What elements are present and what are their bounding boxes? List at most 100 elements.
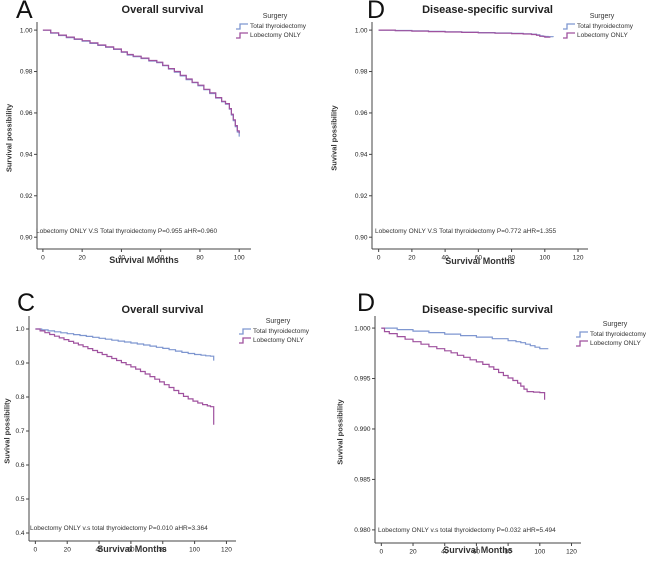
y-tick-label: 0.96 [355,110,368,117]
survival-curve-lobectomy-only [42,29,240,134]
y-tick-label: 1.00 [355,27,368,34]
y-tick-label: 0.7 [15,428,24,435]
y-axis-label: Survival possibility [4,103,14,173]
survival-curve-total-thyroidectomy [42,29,240,137]
panel-disease-specific-survival-bottom: D Disease-specific survival 1.000 0.995 0.… [325,285,650,569]
y-tick-label: 0.90 [355,234,368,241]
y-tick-label: 1.00 [20,27,33,34]
y-tick-label: 1.000 [354,325,371,332]
chart-title: Disease-specific survival [422,304,553,316]
y-axis-label: Suvival possibility [329,105,339,171]
y-tick-label: 0.980 [354,527,371,534]
legend: Surgery Total thyroidectomy Lobectomy ON… [575,321,650,348]
x-tick-label: 20 [409,549,417,556]
y-tick-label: 0.5 [15,496,24,503]
legend-title: Surgery [602,321,628,328]
x-tick-label: 60 [473,549,481,556]
x-tick-label: 100 [189,547,200,554]
legend-title: Surgery [589,13,615,20]
survival-curve-lobectomy-only [35,328,215,425]
panel-letter: D [367,0,386,24]
legend-entry-label: Lobectomy ONLY [590,340,641,347]
x-axis-label: Survival Months [97,544,167,554]
stats-annotation: Lobectomy ONLY v.s total thyroidectomy P… [30,525,208,532]
x-tick-label: 40 [118,255,126,262]
legend-entry-lobectomy-only: Lobectomy ONLY [562,31,650,40]
survival-plot: 1.0 0.9 0.8 0.7 0.6 0.5 0.4 0 20 40 60 80 100 120 [15,316,236,554]
panel-overall-survival-a: A Overall survival 1.00 0.98 0.96 0.94 0.92 0… [0,0,325,284]
panel-disease-specific-survival-top: D Disease-specific survival 1.00 0.98 0.96… [325,0,650,284]
step-line-icon [576,331,588,338]
x-tick-label: 0 [380,549,384,556]
panel-letter: A [16,0,33,24]
stats-annotation: Lobectomy ONLY V.S Total thyroidectomy P… [375,228,557,235]
legend-entry-label: Total thyroidectomy [590,331,646,338]
y-tick-label: 0.96 [20,110,33,117]
y-tick-label: 0.985 [354,477,371,484]
legend-entry-total-thyroidectomy: Total thyroidectomy [238,327,328,336]
x-tick-label: 40 [441,255,449,262]
y-tick-label: 0.9 [15,360,24,367]
y-tick-label: 0.4 [15,530,24,537]
x-tick-label: 20 [408,255,416,262]
step-line-icon [576,340,588,347]
legend: Surgery Total thyroidectomy Lobectomy ON… [238,318,328,345]
step-line-icon [239,337,251,344]
survival-curve-lobectomy-only [381,327,546,400]
y-tick-label: 0.8 [15,394,24,401]
survival-curve-lobectomy-only [378,29,551,38]
x-tick-label: 20 [79,255,87,262]
y-tick-label: 0.990 [354,426,371,433]
legend-entry-label: Lobectomy ONLY [250,32,301,39]
panel-letter: C [17,289,36,317]
legend-entry-label: Lobectomy ONLY [253,337,304,344]
x-tick-label: 80 [508,255,516,262]
x-tick-label: 0 [34,547,38,554]
x-tick-label: 80 [196,255,204,262]
legend-entry-lobectomy-only: Lobectomy ONLY [238,336,328,345]
y-tick-label: 0.94 [20,152,33,159]
legend-entry-total-thyroidectomy: Total thyroidectomy [575,330,650,339]
step-line-icon [236,23,248,30]
panel-overall-survival-c: C Overall survival 1.0 0.9 0.8 0.7 0.6 0.5 0.4… [0,285,325,569]
x-tick-label: 40 [441,549,449,556]
legend-entry-label: Total thyroidectomy [577,23,633,30]
x-tick-label: 120 [566,549,577,556]
x-tick-label: 60 [127,547,135,554]
y-tick-label: 0.92 [355,193,368,200]
y-tick-label: 0.94 [355,152,368,159]
y-axis-label: Suvival possibility [2,398,12,464]
legend-entry-total-thyroidectomy: Total thyroidectomy [235,22,325,31]
y-tick-label: 0.98 [20,69,33,76]
panel-letter: D [357,289,376,317]
x-tick-label: 40 [95,547,103,554]
y-tick-label: 0.92 [20,193,33,200]
y-tick-label: 0.6 [15,462,24,469]
legend-entry-label: Lobectomy ONLY [577,32,628,39]
survival-curve-total-thyroidectomy [381,327,549,350]
step-line-icon [563,23,575,30]
legend-entry-label: Total thyroidectomy [250,23,306,30]
survival-plot: 1.000 0.995 0.990 0.985 0.980 0 20 40 60 80 100 120 [354,316,581,556]
survival-plot: 1.00 0.98 0.96 0.94 0.92 0.90 0 20 40 60 80 100 [20,22,251,262]
x-axis-label: Survival Months [445,256,515,266]
y-tick-label: 0.995 [354,376,371,383]
x-tick-label: 20 [64,547,72,554]
x-tick-label: 0 [41,255,45,262]
x-tick-label: 120 [573,255,584,262]
step-line-icon [563,32,575,39]
legend-entry-lobectomy-only: Lobectomy ONLY [575,339,650,348]
x-axis-label: Survival Months [109,255,179,265]
x-tick-label: 80 [504,549,512,556]
chart-title: Disease-specific survival [422,4,553,16]
x-tick-label: 100 [534,549,545,556]
legend-entry-total-thyroidectomy: Total thyroidectomy [562,22,650,31]
x-tick-label: 100 [234,255,245,262]
y-tick-label: 0.98 [355,69,368,76]
survival-plot: 1.00 0.98 0.96 0.94 0.92 0.90 0 20 40 60 80 100 120 [355,22,588,262]
legend: Surgery Total thyroidectomy Lobectomy ON… [235,13,325,40]
y-tick-label: 0.90 [20,234,33,241]
legend: Surgery Total thyroidectomy Lobectomy ON… [562,13,650,40]
legend-title: Surgery [262,13,288,20]
